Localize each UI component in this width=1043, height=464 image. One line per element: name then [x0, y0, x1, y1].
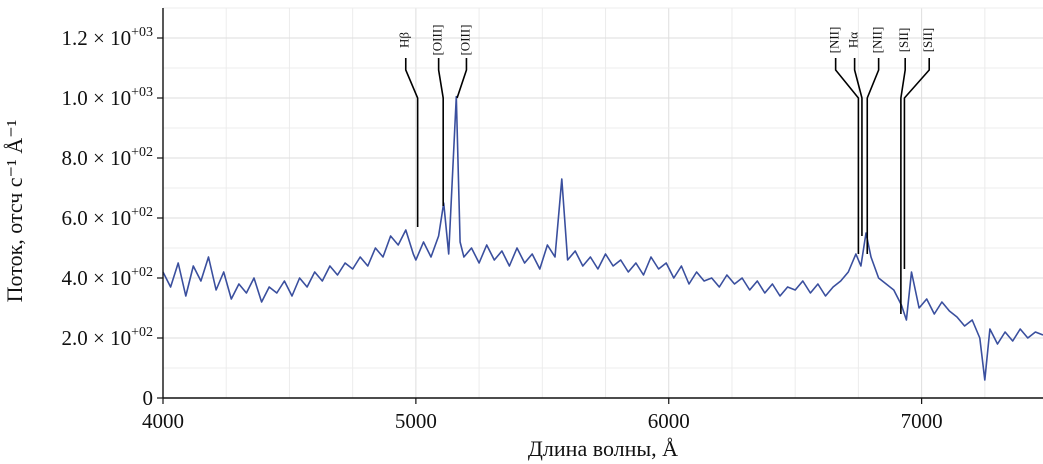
y-tick-label: 6.0 × 10+02 — [62, 205, 154, 230]
emission-line-label: [OIII] — [430, 24, 445, 55]
ticks-layer: 4000 5000 6000 7000 0 2.0 × 10+02 4.0 × 10+02 6… — [62, 25, 943, 433]
emission-line-label: [NII] — [870, 27, 885, 54]
emission-line-marker — [900, 58, 906, 314]
emission-line-marker — [437, 58, 444, 206]
x-tick-label: 5000 — [395, 409, 437, 433]
emission-line-label: Hα — [846, 32, 861, 48]
x-tick-label: 4000 — [142, 409, 184, 433]
series-layer — [162, 95, 1043, 381]
line-markers-layer: Hβ [OIII] [OIII] [NII] Hα [NII] [SII] [SII] — [397, 24, 935, 314]
emission-line-label: [NII] — [827, 27, 842, 54]
spectrum-series-line — [162, 95, 1043, 381]
emission-line-label: [SII] — [896, 28, 911, 53]
y-tick-label: 8.0 × 10+02 — [62, 145, 154, 170]
y-axis-title: Поток, отсч с⁻¹ Å⁻¹ — [2, 120, 27, 303]
y-tick-label: 4.0 × 10+02 — [62, 265, 154, 290]
emission-line-label: [OIII] — [457, 24, 472, 55]
emission-line-marker — [834, 58, 860, 254]
y-tick-label: 0 — [143, 386, 154, 410]
emission-line-label: Hβ — [397, 32, 412, 48]
grid-lines — [162, 7, 1043, 399]
emission-line-marker — [903, 58, 931, 269]
x-tick-label: 7000 — [901, 409, 943, 433]
emission-line-label: [SII] — [920, 28, 935, 53]
y-tick-label: 1.0 × 10+03 — [62, 85, 154, 110]
emission-line-marker — [866, 58, 880, 254]
emission-line-marker — [456, 58, 468, 99]
x-tick-label: 6000 — [648, 409, 690, 433]
x-axis-title: Длина волны, Å — [528, 436, 678, 461]
y-tick-label: 1.2 × 10+03 — [62, 25, 154, 50]
axes-frame — [162, 8, 1043, 399]
emission-line-marker — [853, 58, 863, 236]
emission-line-marker — [404, 58, 419, 227]
y-tick-label: 2.0 × 10+02 — [62, 325, 154, 350]
